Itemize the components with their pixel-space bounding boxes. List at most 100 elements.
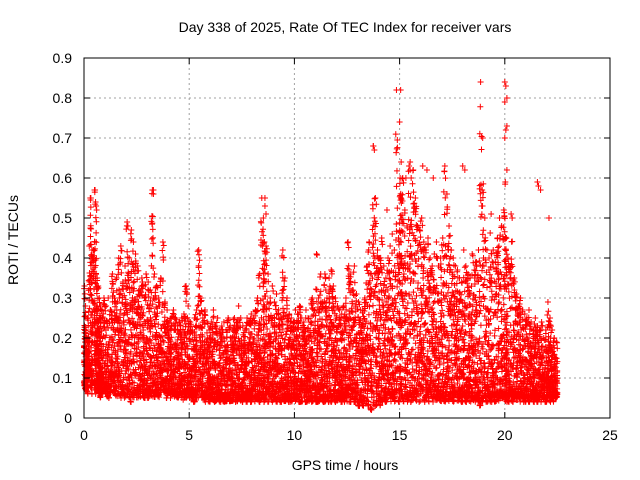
data-point bbox=[230, 316, 237, 323]
data-point bbox=[103, 303, 110, 309]
data-point bbox=[280, 286, 287, 293]
data-point bbox=[122, 370, 129, 377]
data-point bbox=[113, 275, 120, 281]
data-point bbox=[124, 223, 131, 230]
data-point bbox=[91, 322, 98, 329]
data-point bbox=[128, 227, 135, 233]
data-point bbox=[195, 277, 202, 284]
data-point bbox=[88, 374, 95, 381]
data-point bbox=[316, 292, 323, 299]
data-point bbox=[120, 321, 127, 328]
data-point bbox=[88, 344, 95, 351]
data-point bbox=[118, 325, 125, 332]
data-point bbox=[321, 271, 328, 277]
data-point bbox=[108, 308, 115, 315]
data-point bbox=[118, 269, 125, 276]
data-point bbox=[122, 296, 129, 303]
data-point bbox=[195, 247, 202, 253]
chart-title: Day 338 of 2025, Rate Of TEC Index for r… bbox=[179, 19, 512, 35]
data-point bbox=[93, 203, 100, 209]
data-point bbox=[123, 280, 130, 287]
data-point bbox=[97, 303, 104, 309]
data-point bbox=[345, 244, 352, 251]
data-point bbox=[87, 225, 94, 232]
data-point bbox=[195, 264, 202, 271]
data-point bbox=[92, 270, 99, 277]
data-point bbox=[105, 295, 112, 301]
data-point bbox=[344, 239, 351, 246]
data-point bbox=[314, 251, 321, 258]
data-point bbox=[113, 300, 120, 307]
data-point bbox=[125, 269, 132, 276]
data-point bbox=[82, 309, 89, 316]
data-point bbox=[351, 263, 358, 269]
data-point bbox=[116, 295, 123, 302]
data-point bbox=[109, 271, 116, 277]
data-point bbox=[114, 298, 121, 305]
data-point bbox=[254, 295, 261, 301]
data-point bbox=[160, 338, 167, 345]
data-point bbox=[273, 291, 280, 297]
data-point bbox=[159, 247, 166, 254]
data-point bbox=[297, 304, 304, 311]
data-point bbox=[127, 326, 134, 333]
data-point bbox=[127, 230, 134, 237]
data-point bbox=[109, 339, 116, 346]
data-point bbox=[94, 275, 101, 281]
data-point bbox=[117, 290, 124, 297]
data-point bbox=[125, 260, 132, 267]
data-point bbox=[352, 292, 359, 299]
data-point bbox=[308, 319, 315, 326]
data-point bbox=[124, 248, 131, 255]
data-point bbox=[109, 359, 116, 366]
data-point bbox=[88, 225, 95, 232]
data-point bbox=[84, 383, 91, 390]
data-point bbox=[198, 324, 205, 331]
data-point bbox=[117, 370, 124, 377]
data-point bbox=[124, 300, 131, 307]
data-point bbox=[87, 233, 94, 240]
data-point bbox=[344, 265, 351, 272]
data-point bbox=[117, 306, 124, 313]
data-point bbox=[150, 240, 157, 247]
data-point bbox=[346, 341, 353, 348]
data-point bbox=[109, 280, 116, 287]
data-point bbox=[210, 307, 217, 313]
data-point bbox=[114, 353, 121, 360]
data-point bbox=[81, 295, 88, 302]
data-point bbox=[118, 247, 125, 254]
data-point bbox=[317, 274, 324, 281]
data-point bbox=[123, 226, 130, 233]
data-point bbox=[108, 285, 115, 292]
data-point bbox=[128, 235, 135, 242]
data-point bbox=[196, 270, 203, 277]
data-point bbox=[108, 344, 115, 351]
data-point bbox=[87, 204, 94, 211]
data-point bbox=[121, 292, 128, 299]
data-point bbox=[93, 290, 100, 297]
data-point bbox=[235, 303, 242, 309]
data-point bbox=[88, 339, 95, 346]
data-point bbox=[194, 248, 201, 255]
data-point bbox=[183, 283, 190, 289]
data-point bbox=[87, 212, 94, 219]
data-point bbox=[106, 389, 113, 396]
data-point bbox=[126, 255, 133, 261]
data-point bbox=[85, 353, 92, 360]
data-point bbox=[98, 347, 105, 354]
data-point bbox=[114, 348, 121, 355]
data-points bbox=[81, 79, 561, 413]
data-point bbox=[112, 276, 119, 283]
data-point bbox=[102, 307, 109, 314]
data-point bbox=[95, 283, 102, 289]
data-point bbox=[85, 308, 92, 315]
data-point bbox=[101, 323, 108, 330]
data-point bbox=[97, 394, 104, 401]
data-point bbox=[281, 277, 288, 284]
data-point bbox=[112, 331, 119, 338]
data-point bbox=[81, 283, 88, 289]
data-point bbox=[196, 257, 203, 264]
data-point bbox=[121, 343, 128, 350]
data-point bbox=[120, 376, 127, 383]
